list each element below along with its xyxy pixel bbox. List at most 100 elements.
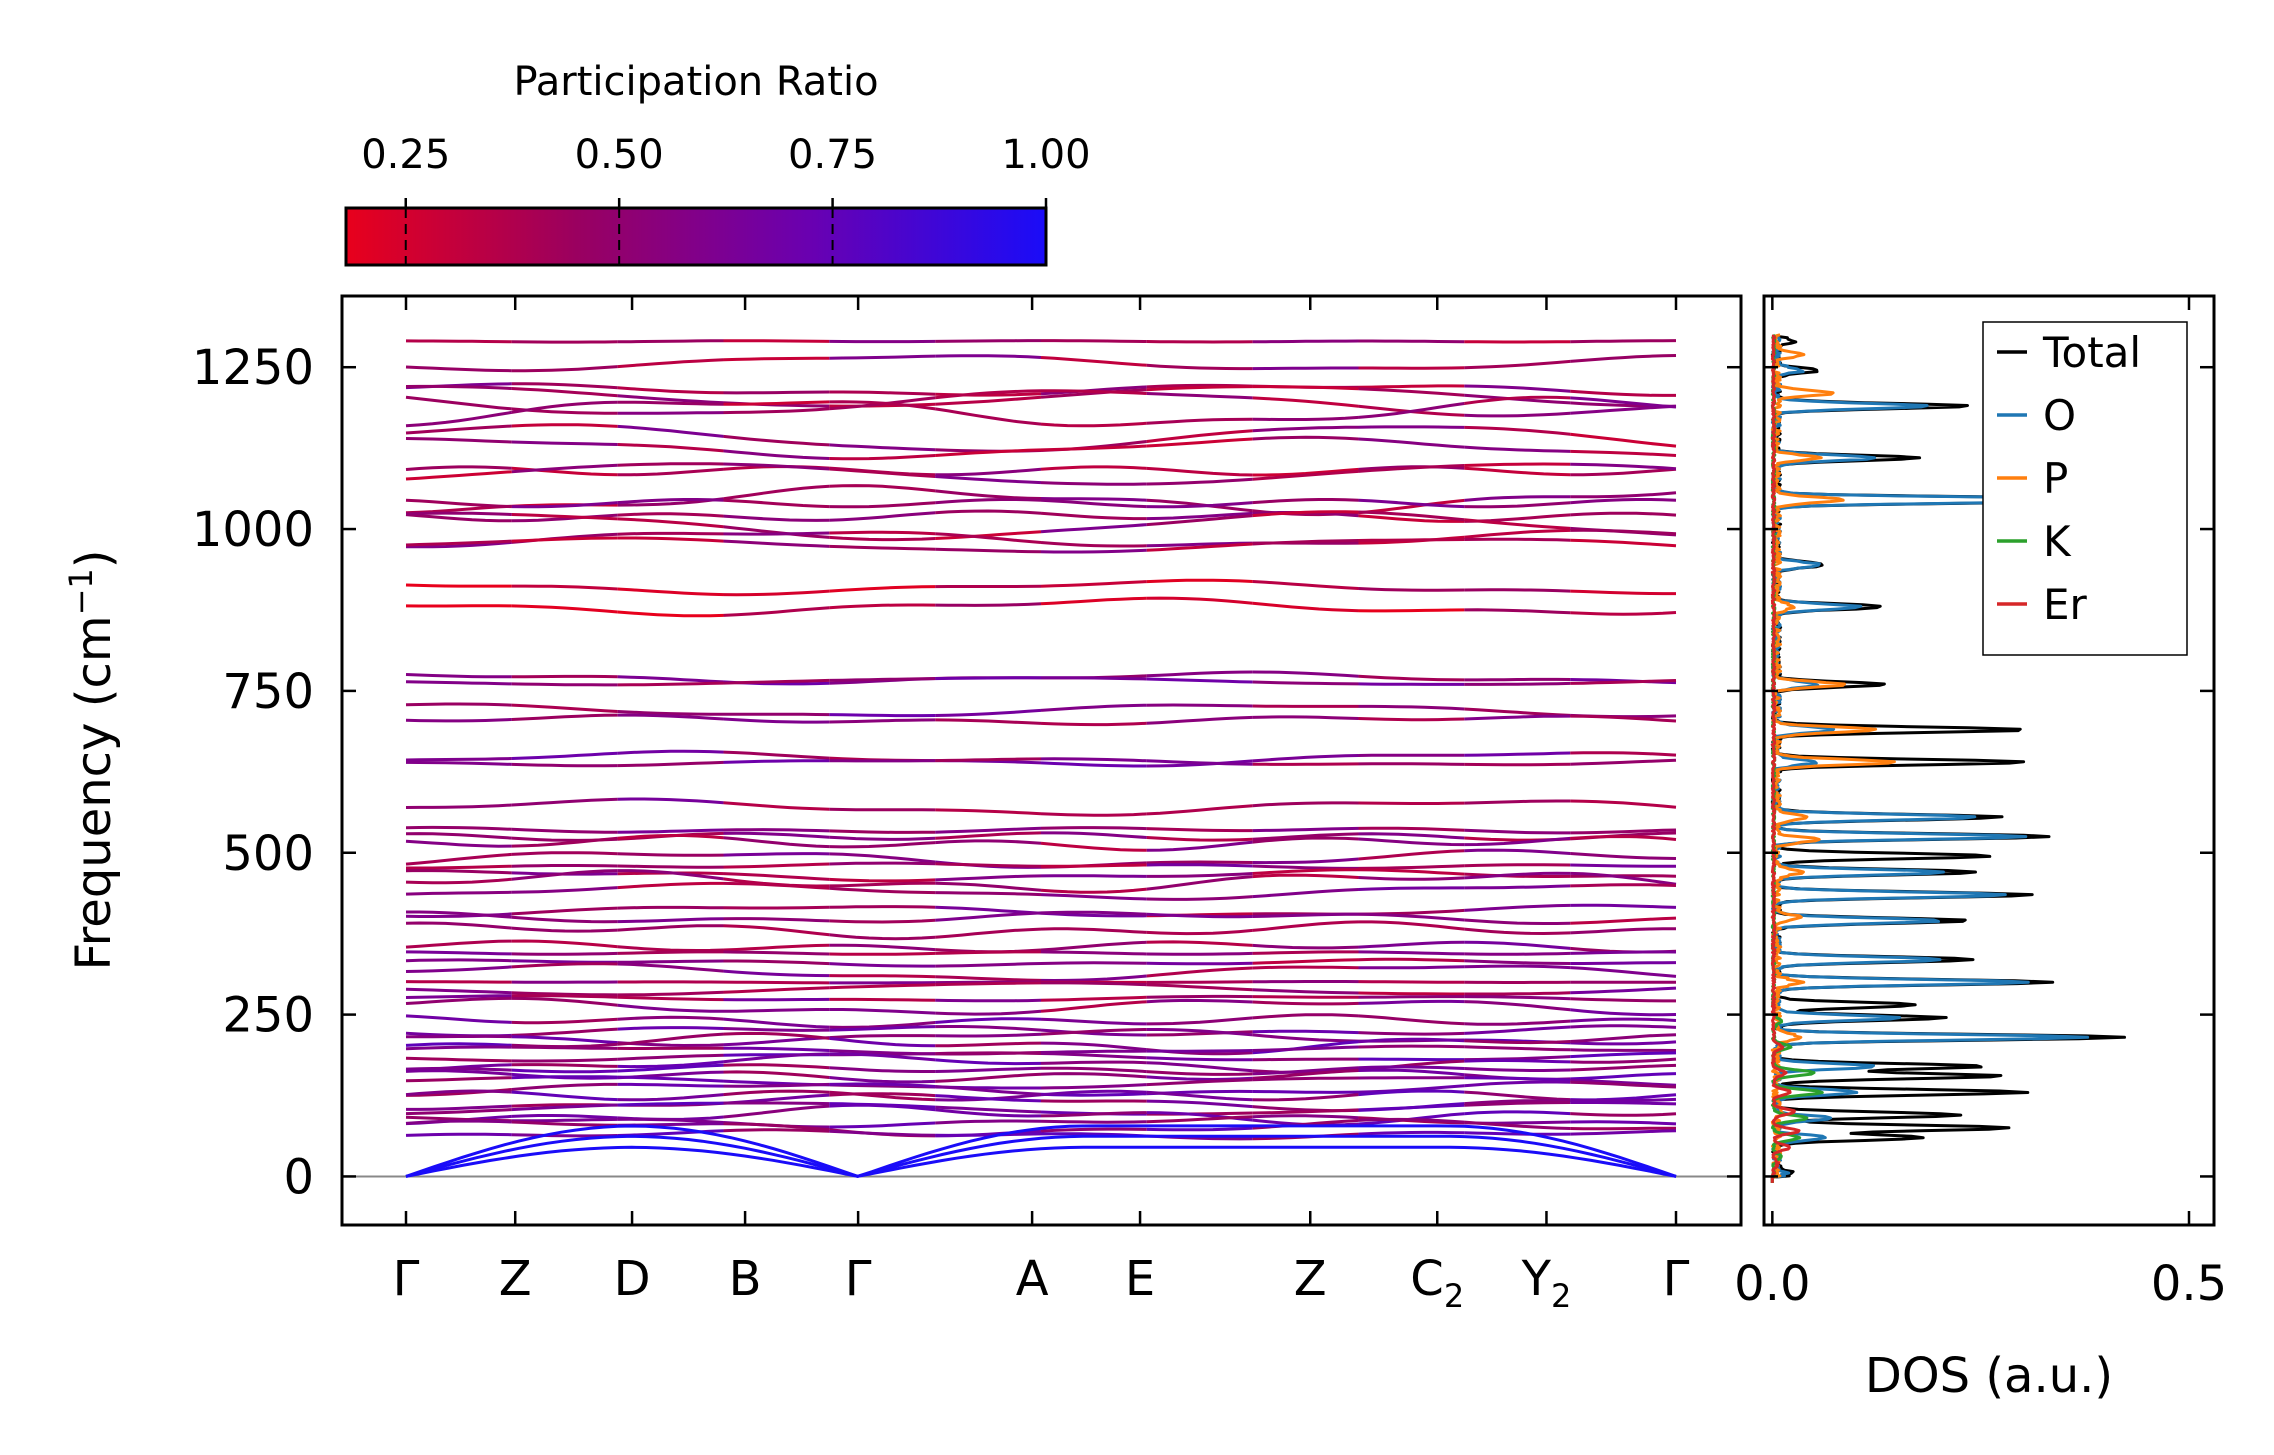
phonon-band (1358, 980, 1465, 984)
phonon-band (723, 881, 830, 890)
phonon-band (1464, 677, 1571, 682)
phonon-band (1040, 940, 1147, 952)
phonon-band (405, 996, 512, 1005)
phonon-band (1358, 704, 1465, 711)
phonon-band (1041, 676, 1147, 681)
phonon-band (935, 1108, 1042, 1118)
phonon-band (1252, 1066, 1359, 1076)
k-point-label: A (1016, 1251, 1049, 1307)
phonon-band (1146, 1078, 1253, 1087)
phonon-band (511, 827, 618, 834)
phonon-band (1358, 864, 1465, 870)
phonon-band (617, 852, 724, 857)
phonon-band (1464, 918, 1571, 925)
phonon-band (405, 965, 512, 973)
colorbar-tick-label: 0.75 (788, 132, 877, 178)
phonon-band (1570, 467, 1677, 477)
phonon-band (1358, 384, 1465, 389)
phonon-band (1146, 1099, 1253, 1109)
phonon-band (1040, 1028, 1147, 1037)
phonon-band (829, 962, 936, 968)
phonon-band (1464, 518, 1571, 530)
phonon-band (1146, 836, 1253, 842)
phonon-band (723, 831, 830, 839)
phonon-band (1252, 1057, 1359, 1062)
phonon-band (1146, 895, 1253, 901)
phonon-band (829, 603, 936, 610)
y-tick-label: 1250 (192, 340, 314, 396)
phonon-band (1358, 587, 1465, 592)
phonon-band (1358, 1068, 1465, 1077)
phonon-band (1252, 1093, 1359, 1102)
y-tick-label: 250 (222, 988, 314, 1044)
dos-x-axis-label: DOS (a.u.) (1865, 1348, 2113, 1404)
phonon-band (1464, 884, 1571, 890)
phonon-band (511, 1082, 618, 1091)
phonon-band (723, 872, 830, 881)
phonon-band (617, 610, 724, 618)
phonon-band (617, 834, 724, 840)
phonon-band (1146, 1126, 1253, 1132)
phonon-band (1464, 384, 1571, 393)
phonon-band (1040, 511, 1147, 521)
phonon-band (1464, 462, 1571, 467)
phonon-band (1146, 961, 1253, 966)
phonon-band (617, 498, 724, 505)
phonon-band (935, 532, 1042, 544)
phonon-band (935, 757, 1042, 763)
y-tick-label: 0 (283, 1149, 314, 1205)
phonon-band (1252, 366, 1359, 371)
phonon-band (405, 465, 512, 471)
phonon-band (1146, 477, 1253, 486)
phonon-band (511, 996, 618, 1007)
phonon-band (405, 395, 512, 411)
phonon-band (1040, 703, 1147, 712)
phonon-band (1464, 995, 1571, 1001)
phonon-band (1464, 927, 1571, 936)
phonon-band (1358, 514, 1465, 523)
phonon-band (617, 587, 724, 597)
band-y-axis-label: Frequency (cm−1) (62, 549, 122, 970)
acoustic-band (405, 1145, 1677, 1178)
phonon-band (723, 943, 830, 952)
phonon-band (511, 423, 618, 428)
colorbar-tick-label: 1.00 (1001, 132, 1090, 178)
phonon-band (829, 852, 936, 864)
phonon-band (935, 475, 1042, 485)
phonon-band (617, 394, 724, 405)
phonon-band (1040, 893, 1147, 901)
phonon-band (1040, 1083, 1147, 1090)
phonon-band (829, 1036, 936, 1048)
phonon-band (1146, 759, 1253, 766)
phonon-band (1464, 411, 1571, 418)
phonon-band (511, 851, 618, 856)
phonon-band (511, 1068, 618, 1074)
phonon-band (405, 994, 512, 999)
phonon-band (723, 434, 830, 447)
phonon-band (723, 1046, 830, 1052)
phonon-band (1146, 966, 1253, 978)
phonon-band (1252, 467, 1359, 477)
phonon-band (617, 411, 724, 415)
phonon-band (405, 702, 512, 707)
phonon-band (1570, 611, 1677, 616)
phonon-band (1252, 950, 1359, 955)
phonon-band (1040, 721, 1147, 727)
phonon-band (1570, 834, 1677, 841)
phonon-band (935, 927, 1042, 939)
phonon-band (511, 751, 618, 760)
phonon-band (935, 1017, 1042, 1024)
phonon-band (1464, 608, 1571, 615)
phonon-band (723, 1122, 830, 1132)
phonon-band (1358, 876, 1465, 881)
phonon-band (1358, 339, 1465, 344)
phonon-band (1570, 916, 1677, 925)
phonon-band (1252, 339, 1359, 344)
phonon-band (511, 1114, 618, 1120)
phonon-band (1040, 1049, 1147, 1054)
phonon-band (405, 950, 512, 956)
phonon-band (935, 891, 1042, 897)
phonon-band (1146, 1056, 1253, 1062)
phonon-band (723, 449, 830, 460)
phonon-band (1040, 911, 1147, 918)
